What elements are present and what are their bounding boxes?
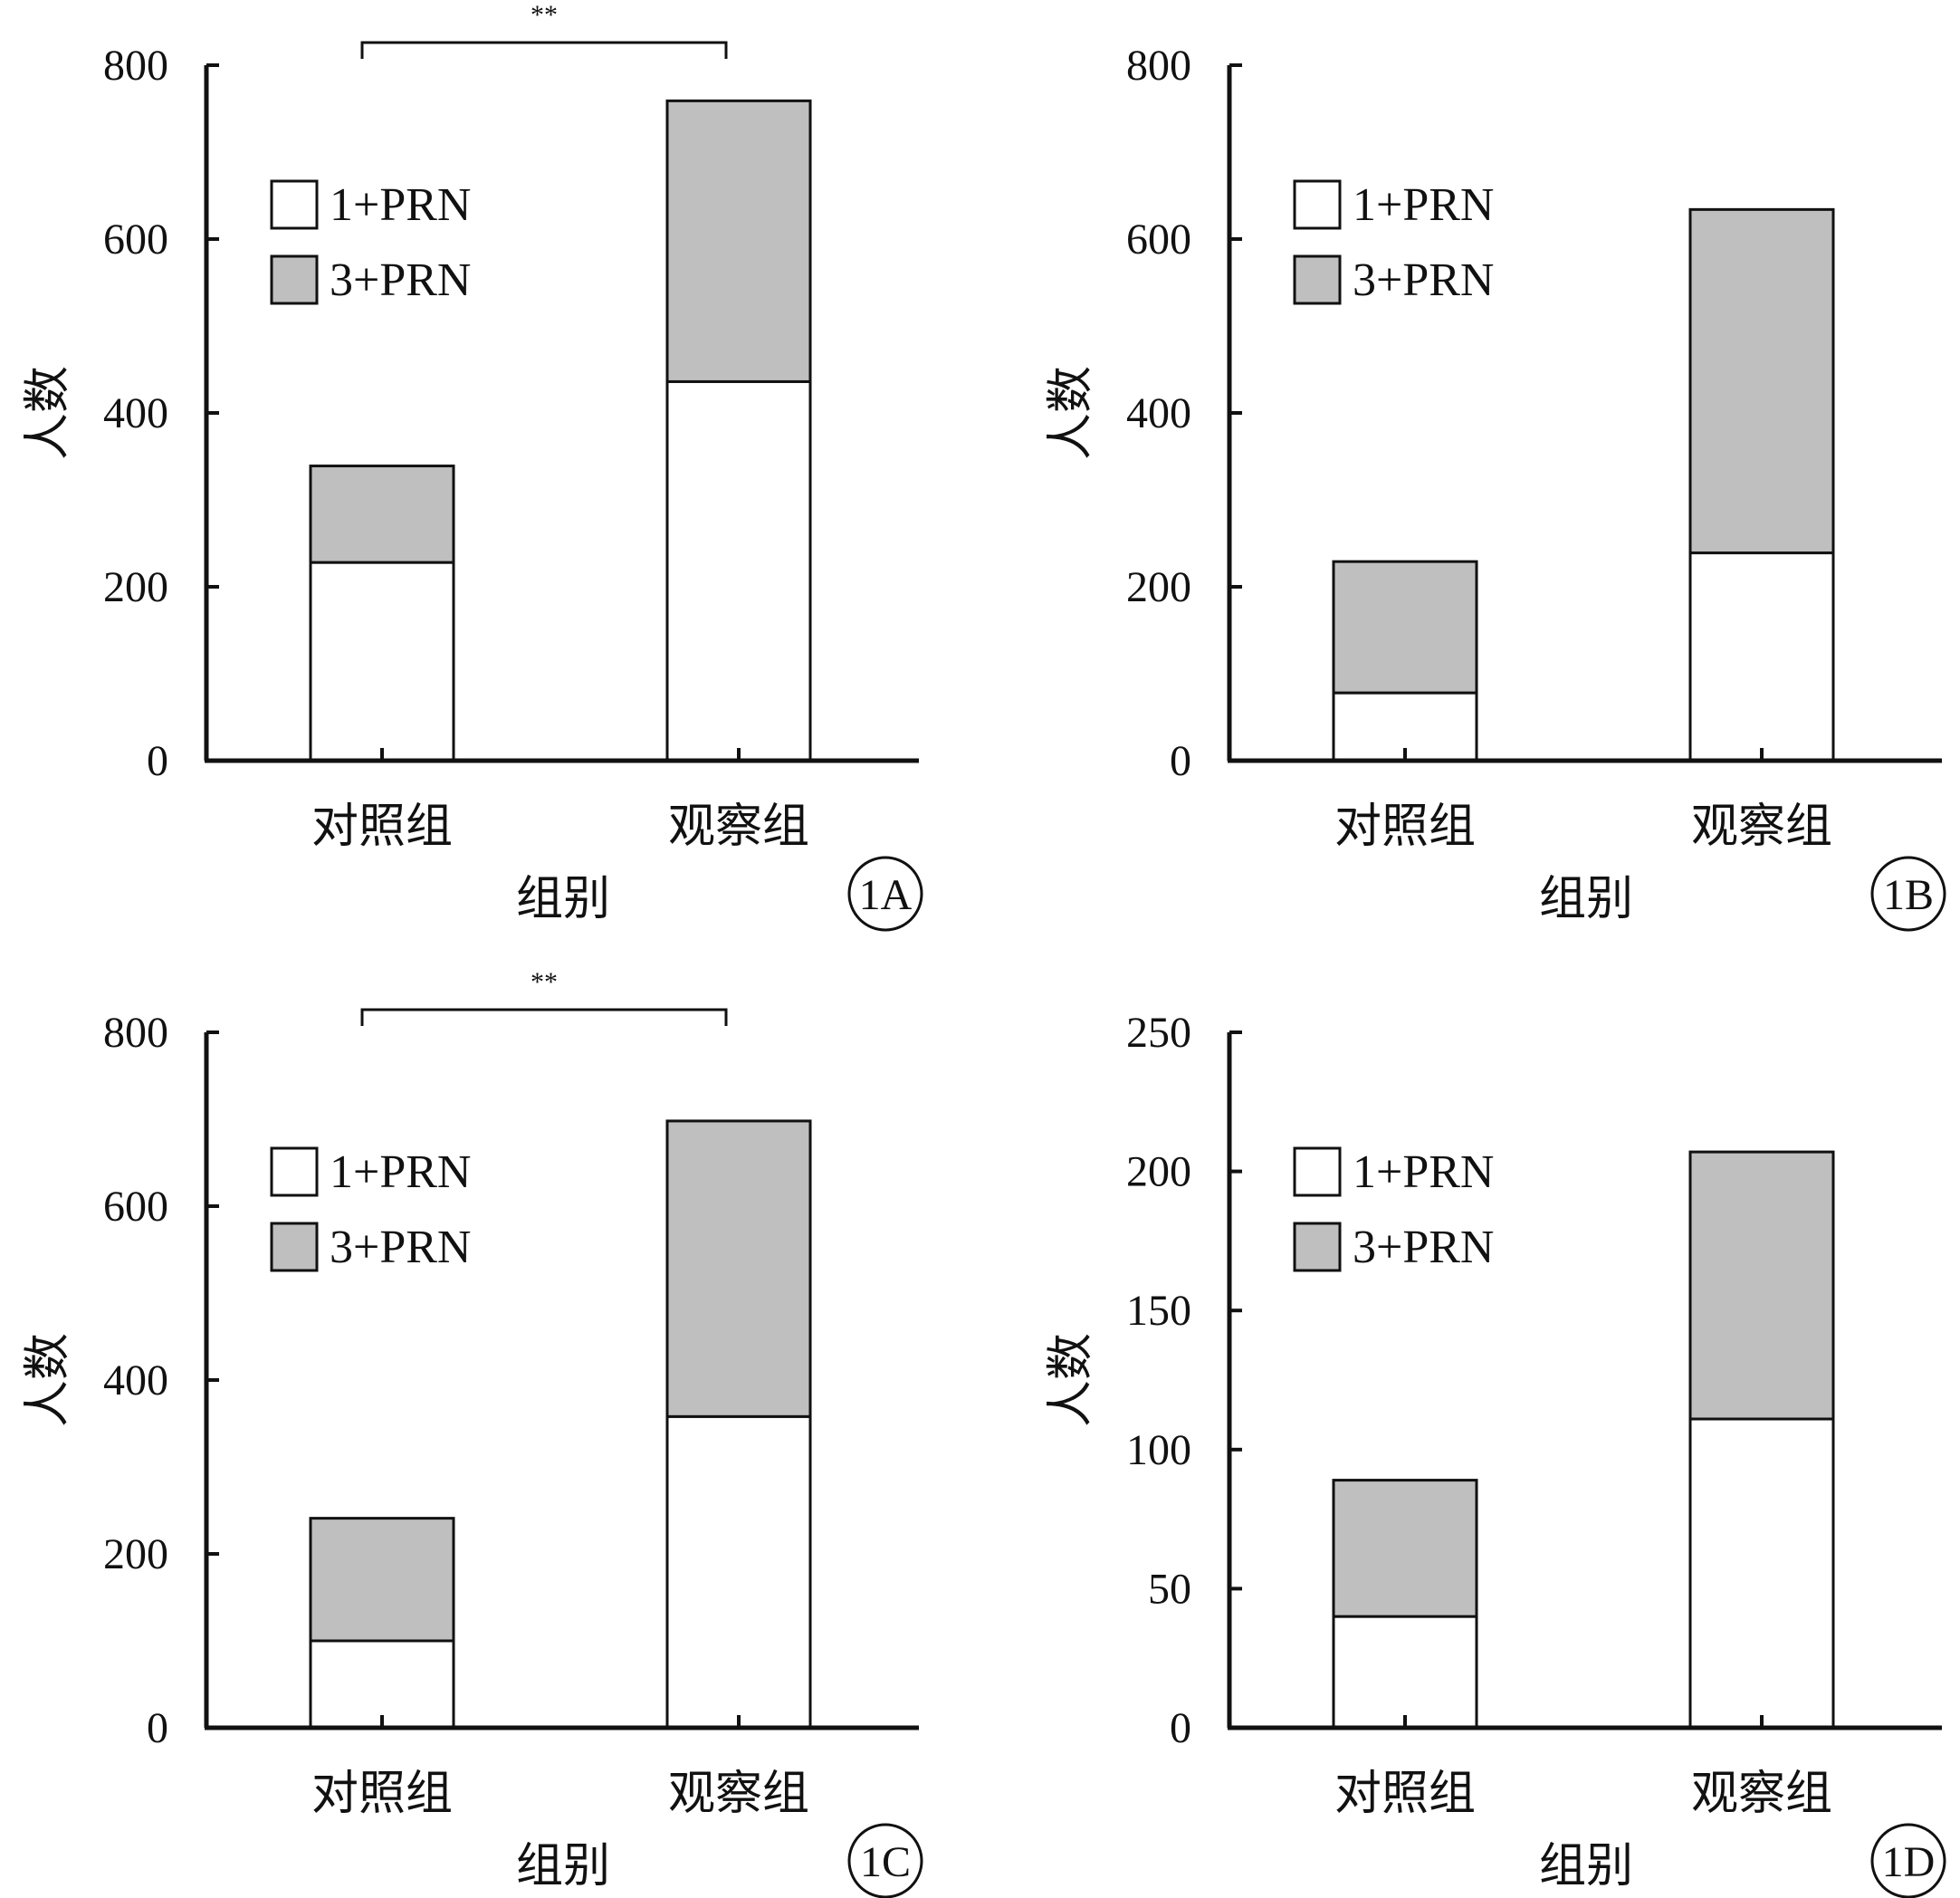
panel-label-circle (1870, 1823, 1946, 1898)
y-tick-label: 800 (1126, 42, 1191, 90)
y-axis-title: 人数 (23, 1333, 74, 1427)
bar-segment (1332, 560, 1478, 695)
x-axis-title: 组别 (516, 1841, 610, 1893)
y-tick-label: 400 (103, 389, 168, 437)
y-tick-label: 0 (1170, 737, 1191, 785)
legend-swatch (270, 1222, 319, 1272)
panel-label: 1D (1882, 1838, 1936, 1886)
bar-segment (665, 1414, 812, 1730)
bar-segment (1332, 1479, 1478, 1618)
y-tick-label: 800 (103, 1009, 168, 1057)
legend-swatch (270, 1146, 319, 1197)
panel-label-circle (847, 1823, 923, 1898)
bar-segment (665, 1119, 812, 1418)
y-tick-label: 0 (147, 1704, 168, 1752)
y-tick-label: 600 (103, 216, 168, 264)
significance-bracket (360, 41, 728, 59)
bar-segment (309, 1639, 455, 1730)
x-category-label: 观察组 (1691, 1769, 1832, 1820)
y-axis-title: 人数 (1046, 366, 1097, 460)
y-tick-label: 0 (1170, 1704, 1191, 1752)
legend-label: 1+PRN (330, 1146, 471, 1198)
panel-label: 1A (859, 871, 913, 919)
significance-marker: ** (531, 967, 558, 997)
legend-swatch (1293, 1146, 1342, 1197)
y-axis-title: 人数 (1046, 1333, 1097, 1427)
x-category-label: 对照组 (1334, 1769, 1476, 1820)
y-tick-label: 200 (1126, 1148, 1191, 1196)
y-tick-label: 400 (103, 1356, 168, 1404)
bar-segment (665, 99, 812, 383)
panel-label: 1C (860, 1838, 911, 1886)
y-tick-label: 400 (1126, 389, 1191, 437)
y-tick-label: 200 (103, 1530, 168, 1578)
bar-segment (1688, 551, 1835, 762)
panel-label-circle (847, 856, 923, 932)
bar-segment (309, 1517, 455, 1643)
y-tick-label: 250 (1126, 1009, 1191, 1057)
panel-label: 1B (1883, 871, 1934, 919)
panel-label-circle (1870, 856, 1946, 932)
bar-segment (665, 379, 812, 762)
y-tick-label: 600 (1126, 216, 1191, 264)
y-tick-label: 600 (103, 1183, 168, 1231)
legend-label: 3+PRN (1353, 1222, 1494, 1273)
x-axis-title: 组别 (1539, 874, 1633, 925)
x-category-label: 对照组 (311, 801, 453, 853)
legend-swatch (1293, 179, 1342, 230)
y-tick-label: 150 (1126, 1287, 1191, 1335)
legend-swatch (270, 254, 319, 305)
x-category-label: 对照组 (311, 1769, 453, 1820)
y-tick-label: 100 (1126, 1426, 1191, 1474)
legend-swatch (1293, 254, 1342, 305)
significance-bracket (360, 1008, 728, 1026)
significance-marker: ** (531, 0, 558, 30)
y-tick-label: 50 (1148, 1565, 1191, 1613)
legend-swatch (1293, 1222, 1342, 1272)
legend-label: 3+PRN (330, 1222, 471, 1273)
bar-segment (1688, 207, 1835, 555)
bar-segment (1688, 1150, 1835, 1421)
x-category-label: 观察组 (668, 1769, 809, 1820)
y-axis-title: 人数 (23, 366, 74, 460)
y-tick-label: 200 (1126, 563, 1191, 611)
bar-segment (1332, 1615, 1478, 1730)
x-category-label: 观察组 (1691, 801, 1832, 853)
x-axis-title: 组别 (1539, 1841, 1633, 1893)
legend-label: 3+PRN (330, 254, 471, 306)
y-tick-label: 0 (147, 737, 168, 785)
legend-label: 1+PRN (1353, 179, 1494, 231)
x-axis-title: 组别 (516, 874, 610, 925)
bar-segment (309, 465, 455, 564)
legend-label: 3+PRN (1353, 254, 1494, 306)
y-tick-label: 800 (103, 42, 168, 90)
bar-segment (309, 561, 455, 762)
legend-label: 1+PRN (1353, 1146, 1494, 1198)
x-category-label: 对照组 (1334, 801, 1476, 853)
x-category-label: 观察组 (668, 801, 809, 853)
legend-swatch (270, 179, 319, 230)
legend-label: 1+PRN (330, 179, 471, 231)
bar-segment (1688, 1417, 1835, 1730)
y-tick-label: 200 (103, 563, 168, 611)
